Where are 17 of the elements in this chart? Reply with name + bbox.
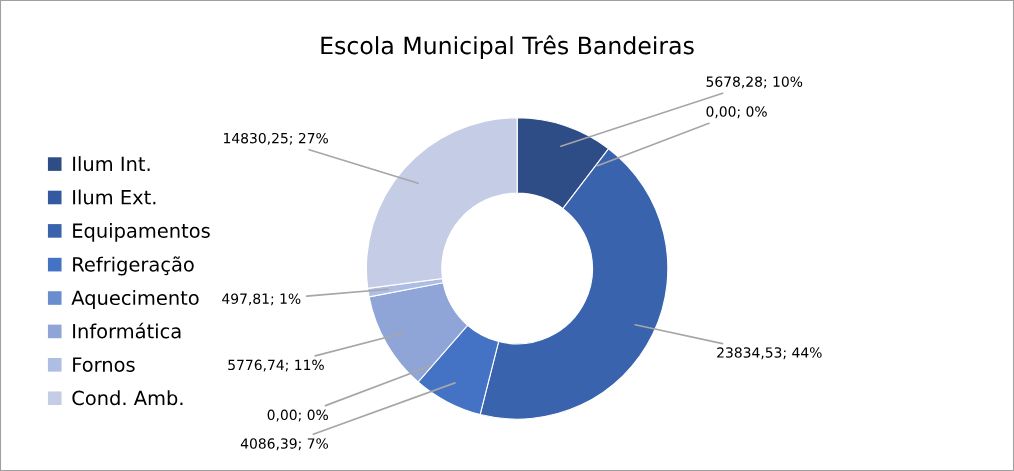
legend-label: Cond. Amb. xyxy=(72,390,183,406)
legend-label: Aquecimento xyxy=(71,290,199,309)
data-label: 5678,28; 10% xyxy=(706,76,803,89)
legend-label: Informática xyxy=(73,322,181,339)
data-label: 497,81; 1% xyxy=(222,293,301,306)
legend-label: Refrigeração xyxy=(73,256,194,276)
text: 0,00; 0% xyxy=(706,106,767,119)
legend-label: Ilum Ext. xyxy=(73,189,156,205)
text: 0,00; 0% xyxy=(267,409,328,422)
data-label: 5776,74; 11% xyxy=(228,359,324,372)
data-label: 4086,39; 7% xyxy=(240,438,328,451)
legend-label: Fornos xyxy=(73,357,135,372)
legend-label: Equipamentos xyxy=(73,222,210,242)
data-label: 14830,25; 27% xyxy=(224,132,328,145)
data-label: 23834,53; 44% xyxy=(717,347,822,360)
chart-title: Escola Municipal Três Bandeiras xyxy=(321,35,694,59)
legend-label: Ilum Int. xyxy=(73,156,150,172)
